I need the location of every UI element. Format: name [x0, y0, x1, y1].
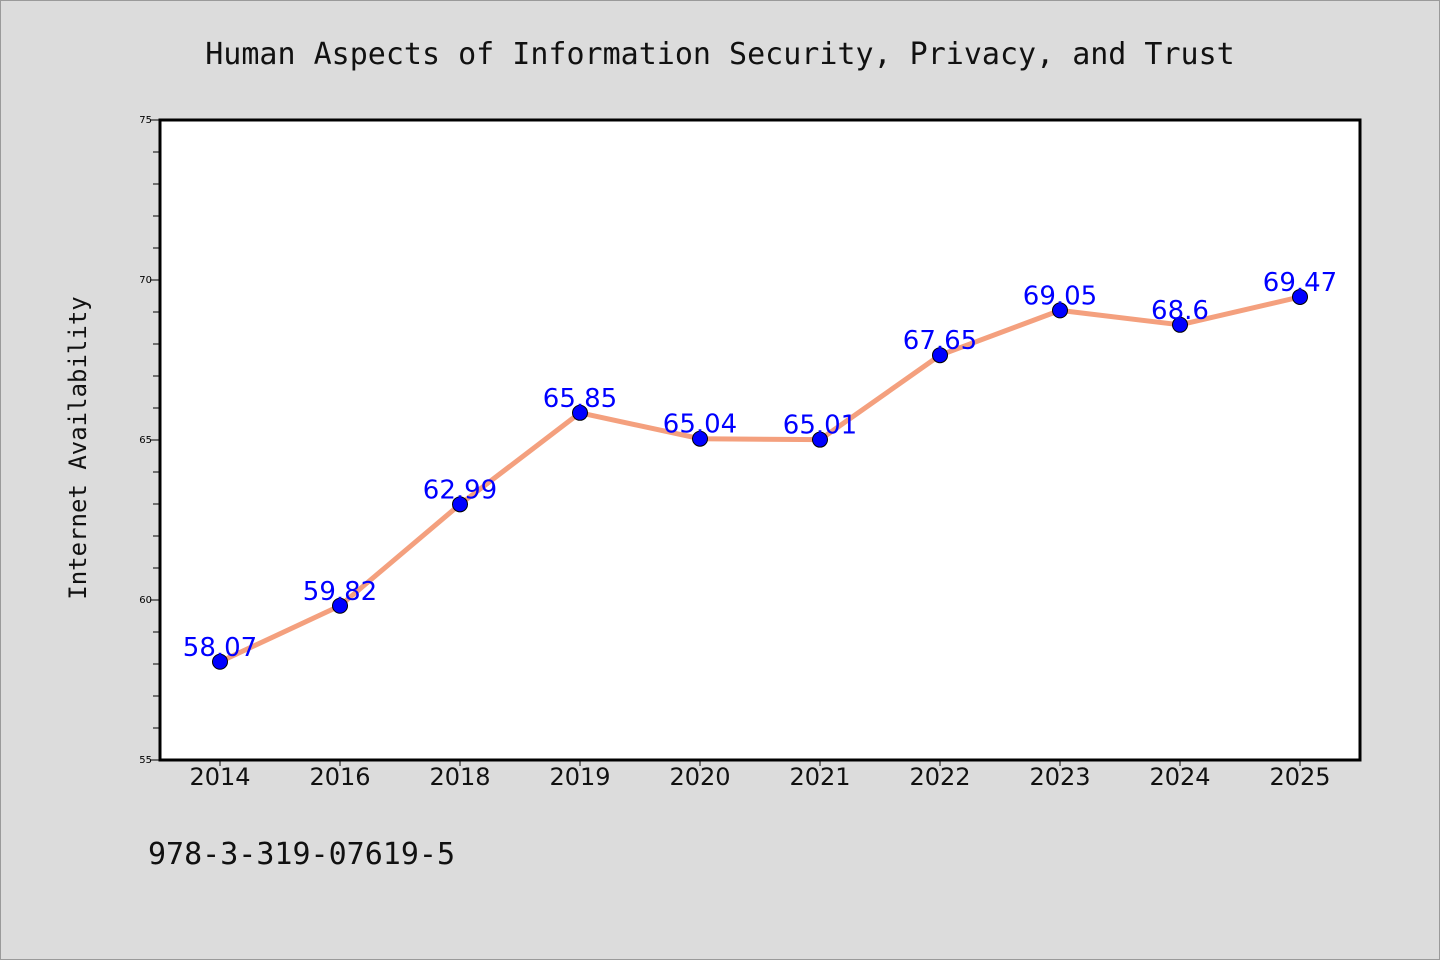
- data-label: 62.99: [423, 475, 497, 505]
- y-axis-ticks: 55 60 65 70 75: [139, 115, 160, 766]
- data-point: [1052, 302, 1068, 319]
- data-point: [332, 597, 348, 614]
- data-point: [212, 653, 228, 670]
- data-label: 65.01: [783, 411, 857, 441]
- x-tick-label: 2021: [789, 763, 850, 791]
- data-point: [572, 404, 588, 421]
- footnote: 978-3-319-07619-5: [148, 837, 455, 872]
- x-tick-label: 2022: [909, 763, 970, 791]
- y-tick-label: 65: [139, 435, 152, 446]
- x-tick-label: 2024: [1149, 763, 1210, 791]
- data-point: [692, 430, 708, 447]
- series-line: [217, 294, 1303, 665]
- data-point: [932, 347, 948, 364]
- y-axis-label: Internet Availability: [64, 296, 92, 599]
- data-point: [812, 431, 828, 448]
- y-tick-label: 70: [139, 275, 152, 286]
- data-point: [1292, 288, 1308, 305]
- x-tick-label: 2018: [429, 763, 490, 791]
- y-tick-label: 55: [139, 755, 152, 766]
- data-point: [452, 496, 468, 513]
- series-layer: [212, 288, 1308, 670]
- data-label: 65.04: [663, 410, 737, 440]
- data-label: 58.07: [183, 633, 257, 663]
- data-label: 59.82: [303, 577, 377, 607]
- x-tick-label: 2016: [309, 763, 370, 791]
- data-point: [1172, 316, 1188, 333]
- data-label: 68.6: [1151, 296, 1209, 326]
- x-tick-label: 2019: [549, 763, 610, 791]
- data-label: 69.47: [1263, 268, 1337, 298]
- y-tick-label: 75: [139, 115, 152, 126]
- x-tick-label: 2023: [1029, 763, 1090, 791]
- data-label: 65.85: [543, 384, 617, 414]
- x-tick-label: 2025: [1269, 763, 1330, 791]
- data-labels-layer: 58.07 59.82 62.99 65.85 65.04 65.01 67.65 69.05…: [183, 268, 1337, 663]
- x-tick-label: 2014: [189, 763, 250, 791]
- data-label: 69.05: [1023, 281, 1097, 311]
- x-tick-label: 2020: [669, 763, 730, 791]
- data-label: 67.65: [903, 326, 977, 356]
- x-axis-ticks: 2014 2016 2018 2019 2020 2021 2022 2023 2024 2025: [189, 760, 1331, 791]
- y-tick-label: 60: [139, 595, 152, 606]
- chart-title: Human Aspects of Information Security, P…: [205, 37, 1235, 72]
